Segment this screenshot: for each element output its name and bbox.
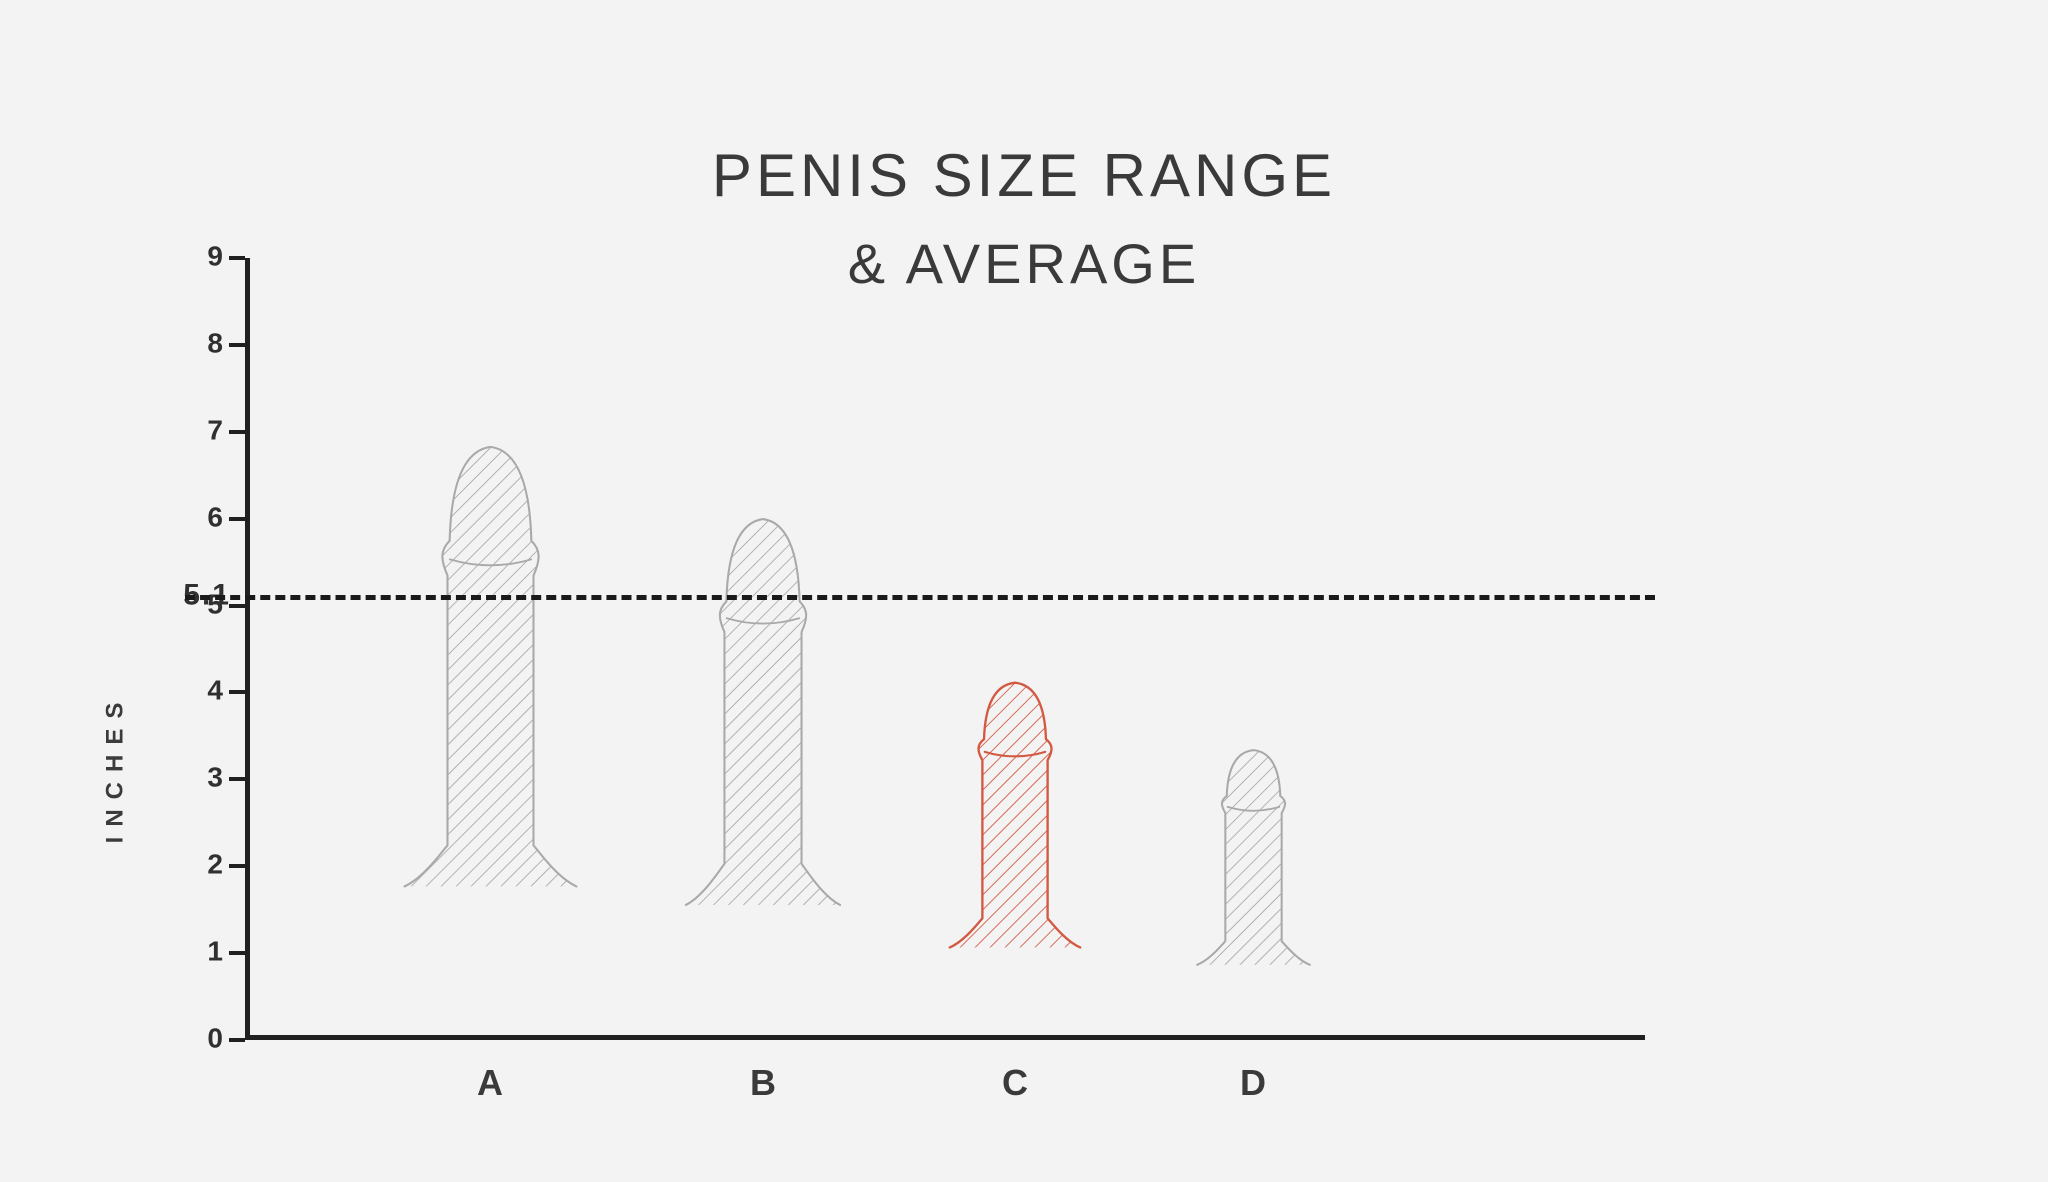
y-tick	[229, 951, 245, 955]
y-tick	[229, 1038, 245, 1042]
y-tick-label: 4	[207, 675, 223, 707]
y-axis-label: INCHES	[101, 693, 129, 844]
chart-title-line1: PENIS SIZE RANGE	[0, 135, 2048, 216]
series-shape	[938, 590, 1092, 1040]
x-category-label: D	[1240, 1062, 1266, 1104]
y-tick-label: 1	[207, 936, 223, 968]
x-category-label: A	[477, 1062, 503, 1104]
y-tick	[229, 777, 245, 781]
plot-area: 01234567895.1ABCD	[245, 258, 1645, 1040]
average-line-label: 5.1	[183, 578, 231, 612]
series-shape	[389, 293, 592, 1040]
series-shape	[1187, 675, 1320, 1040]
x-category-label: B	[750, 1062, 776, 1104]
y-tick	[229, 430, 245, 434]
chart-canvas: PENIS SIZE RANGE & AVERAGE INCHES 012345…	[0, 0, 2048, 1182]
y-tick	[229, 517, 245, 521]
y-tick-label: 7	[207, 414, 223, 446]
y-tick	[229, 864, 245, 868]
y-tick-label: 2	[207, 849, 223, 881]
y-tick	[229, 256, 245, 260]
y-tick	[229, 604, 245, 608]
series-shape	[672, 384, 854, 1040]
y-tick-label: 8	[207, 327, 223, 359]
x-category-label: C	[1002, 1062, 1028, 1104]
y-tick-label: 9	[207, 240, 223, 272]
y-axis-line	[245, 258, 250, 1040]
y-tick	[229, 343, 245, 347]
y-tick-label: 0	[207, 1022, 223, 1054]
y-tick	[229, 690, 245, 694]
y-tick-label: 3	[207, 762, 223, 794]
y-tick-label: 6	[207, 501, 223, 533]
